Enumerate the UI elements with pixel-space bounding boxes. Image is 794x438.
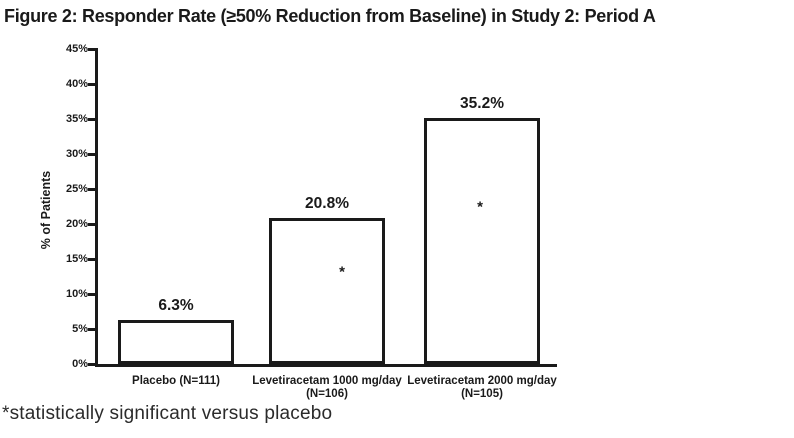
y-axis-label: % of Patients xyxy=(39,170,53,250)
y-tick-mark xyxy=(88,362,98,366)
y-tick-mark xyxy=(88,292,98,296)
x-axis-category-label-line2: (N=105) xyxy=(461,388,503,400)
significance-asterisk: * xyxy=(339,263,345,281)
significance-asterisk: * xyxy=(477,198,483,216)
bar-value-label: 20.8% xyxy=(305,195,349,213)
y-tick-label: 15% xyxy=(65,253,88,265)
figure-title: Figure 2: Responder Rate (≥50% Reduction… xyxy=(4,6,656,26)
x-axis-category-label-line2: (N=106) xyxy=(306,388,348,400)
bar-value-label: 35.2% xyxy=(460,94,504,112)
y-tick-mark xyxy=(88,117,98,121)
y-tick-label: 5% xyxy=(72,323,88,335)
x-axis-category-label-line1: Placebo (N=111) xyxy=(132,375,220,387)
significance-footnote: *statistically significant versus placeb… xyxy=(2,403,333,424)
x-axis-category-label: Placebo (N=111) xyxy=(86,375,266,388)
y-tick-mark xyxy=(88,222,98,226)
y-tick-mark xyxy=(88,152,98,156)
y-tick-label: 30% xyxy=(65,148,88,160)
bar-value-label: 6.3% xyxy=(158,296,194,314)
y-tick-label: 25% xyxy=(65,183,88,195)
y-tick-mark xyxy=(88,257,98,261)
y-tick-label: 10% xyxy=(65,288,88,300)
y-tick-label: 40% xyxy=(65,78,88,90)
plot-area: 0% 5% 10% 15% 20% 25% 30% 35% 40% 45% 6.3% Placebo … xyxy=(66,43,557,400)
x-axis-category-label-line1: Levetiracetam 1000 mg/day xyxy=(252,375,402,387)
x-axis-category-label-line1: Levetiracetam 2000 mg/day xyxy=(407,375,557,387)
bar: * xyxy=(424,117,540,364)
x-axis-category-label: Levetiracetam 1000 mg/day (N=106) xyxy=(237,375,417,401)
x-axis-category-label: Levetiracetam 2000 mg/day (N=105) xyxy=(392,375,572,401)
y-tick-label: 0% xyxy=(72,358,88,370)
y-tick-label: 45% xyxy=(65,43,88,55)
y-tick-label: 35% xyxy=(65,113,88,125)
y-tick-mark xyxy=(88,187,98,191)
bar xyxy=(118,319,234,364)
y-tick-label: 20% xyxy=(65,218,88,230)
y-tick-mark xyxy=(88,327,98,331)
y-tick-mark xyxy=(88,82,98,86)
bar: * xyxy=(269,218,385,364)
y-tick-mark xyxy=(88,47,98,51)
